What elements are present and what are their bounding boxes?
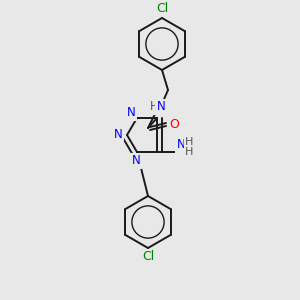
Text: N: N [114, 128, 122, 142]
Text: Cl: Cl [156, 2, 168, 16]
Text: N: N [157, 100, 165, 113]
Text: O: O [169, 118, 179, 131]
Text: Cl: Cl [142, 250, 154, 263]
Text: N: N [177, 139, 185, 152]
Text: H: H [185, 147, 193, 157]
Text: H: H [185, 137, 193, 147]
Text: N: N [132, 154, 140, 167]
Text: N: N [127, 106, 135, 119]
Text: H: H [150, 100, 158, 113]
